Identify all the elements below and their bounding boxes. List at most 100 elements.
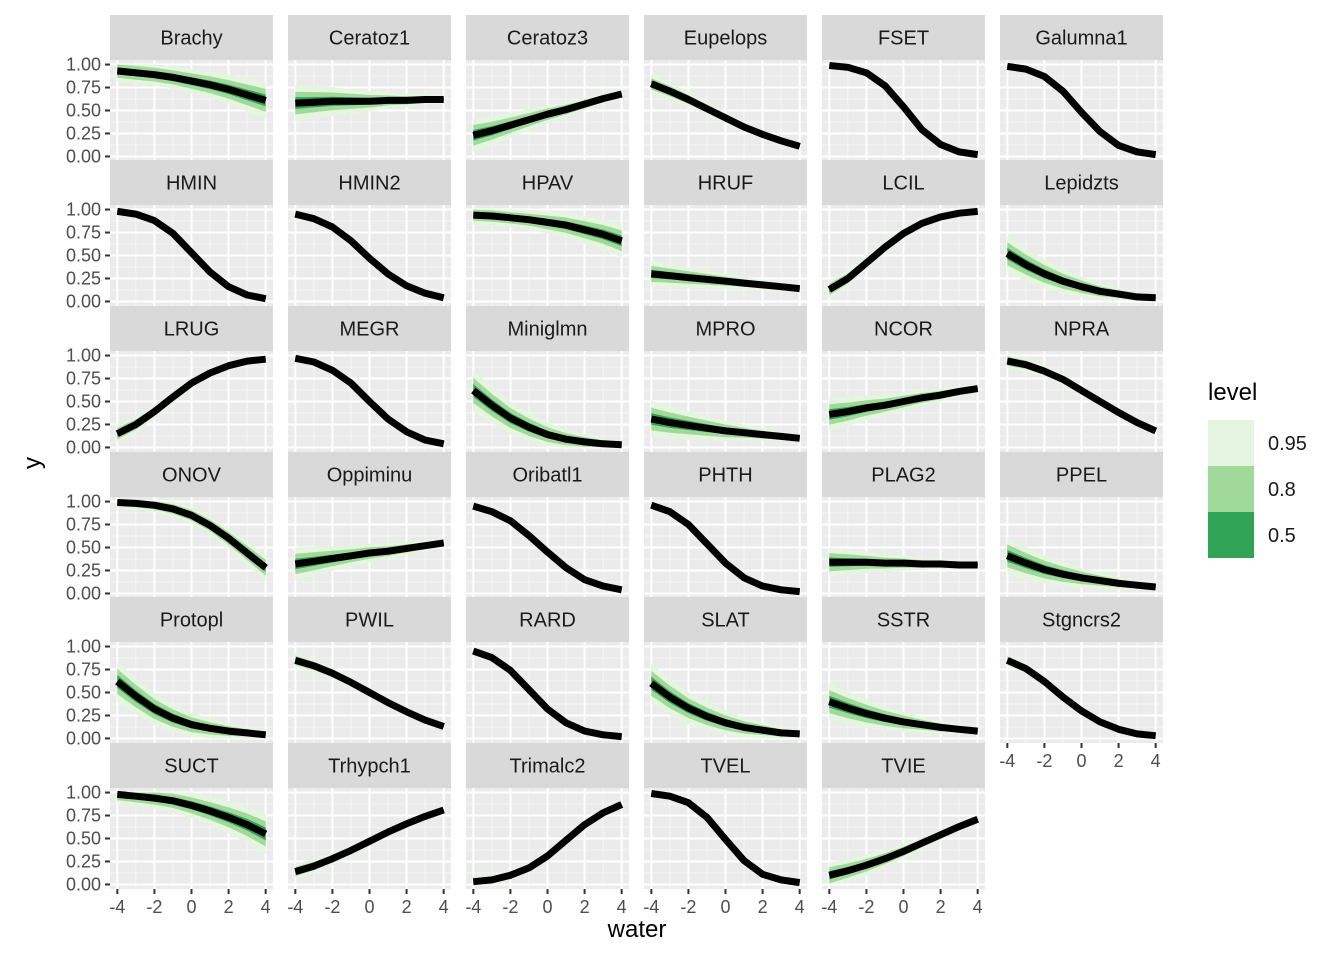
- facet-strip: [110, 306, 273, 351]
- facet-strip: [644, 306, 807, 351]
- facet-strip: [110, 452, 273, 497]
- median-line: [116, 790, 268, 838]
- ribbon-0.8: [117, 358, 266, 440]
- x-tick-label: -2: [1036, 751, 1052, 771]
- x-tick-label: 4: [617, 897, 627, 917]
- ribbon-0.95: [117, 661, 266, 739]
- y-tick-label: 0.25: [66, 268, 101, 288]
- x-tick-label: -4: [287, 897, 303, 917]
- y-tick-label: 0.00: [66, 728, 101, 748]
- facet-panel: HRUF: [644, 160, 807, 306]
- x-tick-label: -2: [146, 897, 162, 917]
- median-line: [472, 90, 623, 139]
- x-tick-label: -2: [324, 897, 340, 917]
- median-line: [650, 415, 801, 442]
- x-tick-label: -2: [858, 897, 874, 917]
- facet-strip: [288, 452, 451, 497]
- median-line: [829, 558, 978, 569]
- x-tick-label: 4: [973, 897, 983, 917]
- x-axis-title: water: [607, 916, 667, 943]
- facet-strip-label: HPAV: [522, 173, 574, 195]
- facet-strip-label: Ceratoz3: [507, 28, 588, 50]
- facet-strip: [1000, 160, 1163, 205]
- facet-strip: [110, 160, 273, 205]
- facet-strip-label: Ceratoz1: [329, 28, 410, 50]
- facet-panel: SUCT 0.00 0.250.50 0.75 1.00 -4 -2 0 2 4: [66, 743, 273, 917]
- facet-strip: [288, 597, 451, 642]
- facet-panel: Brachy 0.00 0.250.50 0.75 1.00: [66, 15, 273, 166]
- median-line: [828, 815, 979, 879]
- facet-strip: [1000, 306, 1163, 351]
- median-line: [1005, 250, 1156, 302]
- facet-strip: [644, 597, 807, 642]
- x-tick-label: -4: [643, 897, 659, 917]
- median-line: [472, 801, 624, 886]
- facet-strip-label: Oribatl1: [512, 465, 582, 487]
- facet-strip-label: NPRA: [1054, 319, 1110, 341]
- median-line: [117, 499, 268, 571]
- facet-strip: [466, 15, 629, 60]
- facet-panel: LRUG 0.00 0.250.50 0.75 1.00: [66, 306, 273, 457]
- facet-strip-label: HMIN2: [338, 173, 400, 195]
- facet-panel: NCOR: [822, 306, 985, 452]
- facet-strip-label: MPRO: [696, 319, 756, 341]
- facet-strip-label: Eupelops: [684, 28, 767, 50]
- facet-panel: Eupelops: [644, 15, 807, 161]
- y-tick-label: 0.00: [66, 437, 101, 457]
- x-tick-label: 2: [402, 897, 412, 917]
- facet-panel: HMIN 0.00 0.250.50 0.75 1.00: [66, 160, 273, 311]
- y-tick-label: 0.25: [66, 705, 101, 725]
- facet-strip: [466, 452, 629, 497]
- facet-panel: TVIE -4 -2 0 2 4: [821, 743, 985, 917]
- y-tick-label: 0.00: [66, 291, 101, 311]
- median-line: [473, 211, 623, 245]
- facet-panel: Trimalc2 -4 -2 0 2 4: [465, 743, 629, 917]
- facet-panel: PHTH: [644, 452, 807, 598]
- facet-strip-label: MEGR: [340, 319, 400, 341]
- facet-strip: [822, 452, 985, 497]
- facet-strip: [1000, 597, 1163, 642]
- facet-strip: [466, 597, 629, 642]
- ribbon-0.95: [1007, 654, 1156, 737]
- median-line: [1006, 357, 1158, 435]
- median-line: [294, 539, 445, 568]
- facet-strip-label: FSET: [878, 28, 929, 50]
- y-tick-label: 1.00: [66, 492, 101, 512]
- legend-title: level: [1208, 379, 1257, 406]
- median-line: [294, 806, 445, 875]
- median-line: [294, 210, 445, 302]
- facet-strip-label: Lepidzts: [1044, 173, 1119, 195]
- facet-strip-label: Trimalc2: [510, 756, 586, 778]
- x-tick-label: 0: [542, 897, 552, 917]
- y-tick-label: 0.75: [66, 515, 101, 535]
- y-tick-label: 0.50: [66, 246, 101, 266]
- y-axis-title: y: [19, 457, 46, 469]
- y-tick-label: 0.00: [66, 583, 101, 603]
- facet-strip-label: SLAT: [701, 610, 750, 632]
- median-line: [650, 790, 801, 887]
- y-tick-label: 0.25: [66, 414, 101, 434]
- ribbon-0.95: [651, 663, 800, 739]
- facet-strip-label: LCIL: [882, 173, 924, 195]
- x-tick-label: 4: [1151, 751, 1161, 771]
- facet-strip: [288, 15, 451, 60]
- facet-panel: Ceratoz1: [288, 15, 451, 161]
- facet-strip: [644, 15, 807, 60]
- y-tick-label: 1.00: [66, 346, 101, 366]
- median-line: [116, 207, 267, 303]
- y-tick-label: 1.00: [66, 200, 101, 220]
- legend-key-0.95: [1208, 420, 1254, 466]
- legend-label: 0.5: [1268, 525, 1296, 547]
- median-line: [828, 62, 979, 159]
- facet-strip: [466, 306, 629, 351]
- x-tick-label: 4: [795, 897, 805, 917]
- facet-panel: Lepidzts: [1000, 160, 1163, 306]
- facet-strip-label: HMIN: [166, 173, 217, 195]
- facet-strip-label: Brachy: [160, 28, 222, 50]
- x-tick-label: 0: [186, 897, 196, 917]
- facet-strip-label: Oppiminu: [327, 465, 413, 487]
- facet-panel: Galumna1: [1000, 15, 1163, 161]
- facet-strip-label: Miniglmn: [507, 319, 587, 341]
- facet-strip-label: PHTH: [698, 465, 752, 487]
